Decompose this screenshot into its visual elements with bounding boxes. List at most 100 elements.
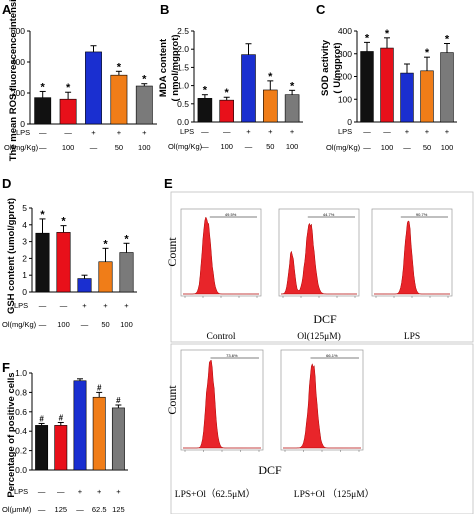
panel-f: F Percentage of positive cells 0.0 0.2 0.4… xyxy=(2,360,128,514)
flow-sample-label: LPS xyxy=(404,332,420,342)
bar xyxy=(92,396,106,471)
flow-box-top xyxy=(170,191,474,343)
ol-cell: 50 xyxy=(101,320,109,329)
y-tick-label: 3 xyxy=(22,237,27,247)
ylabel-c: SOD activity xyxy=(320,39,331,96)
significance-mark: # xyxy=(116,396,121,405)
lps-cell: + xyxy=(117,128,122,137)
significance-mark: # xyxy=(59,413,64,422)
lps-row-label: LPS xyxy=(338,127,352,136)
lps-cell: — xyxy=(39,301,47,310)
ol-cell: 100 xyxy=(441,143,454,152)
bar xyxy=(440,52,454,123)
ylabel-b: MDA content xyxy=(158,38,169,97)
ol-row-label: Ol(mg/Kg) xyxy=(168,142,203,151)
lps-cell: — xyxy=(201,127,209,136)
panel-c: C SOD activity ( U/mgprot) 0 100 200 300 400… xyxy=(316,2,457,152)
bar xyxy=(77,278,92,293)
lps-cell: + xyxy=(116,487,121,496)
significance-mark: * xyxy=(385,28,390,40)
flow-row-bottom: 73.6% LPS+Ol（62.5μM） 66.1% LPS+Ol （125μM） xyxy=(175,349,374,500)
bar xyxy=(110,74,128,125)
lps-cell: + xyxy=(124,301,129,310)
y-tick-label: 0.0 xyxy=(177,117,189,127)
ol-cell: — xyxy=(39,320,47,329)
bar xyxy=(85,51,102,125)
lps-cell: + xyxy=(82,301,87,310)
significance-mark: * xyxy=(365,32,370,44)
lps-cell: — xyxy=(57,487,65,496)
significance-mark: # xyxy=(39,414,44,423)
panel-e: E Count DCF 49.5% Control 44.7% Ol(125μM) 90… xyxy=(164,176,474,514)
lps-cell: + xyxy=(91,128,96,137)
significance-mark: * xyxy=(40,209,45,221)
lps-cell: + xyxy=(142,128,147,137)
flow-sample-label: Ol(125μM) xyxy=(297,331,341,342)
panel-letter-f: F xyxy=(2,360,10,375)
bar xyxy=(59,98,77,125)
lps-cell: + xyxy=(290,127,295,136)
lps-cell: + xyxy=(97,487,102,496)
y-tick-label: 0.8 xyxy=(15,387,27,397)
flow-sample-label: LPS+Ol （125μM） xyxy=(294,488,374,500)
significance-mark: * xyxy=(290,80,295,92)
bar xyxy=(111,407,125,471)
y-tick-label: 300 xyxy=(338,49,352,59)
lps-row-label: LPS xyxy=(180,127,194,136)
lps-row-label: LPS xyxy=(16,128,30,137)
histogram xyxy=(183,216,259,295)
panel-letter-e: E xyxy=(164,176,173,191)
ol-cell: 125 xyxy=(112,505,125,514)
y-tick-label: 0 xyxy=(347,117,352,127)
ol-cell: — xyxy=(39,143,47,152)
ol-cell: — xyxy=(38,505,46,514)
bar xyxy=(35,425,49,471)
lps-cell: + xyxy=(103,301,108,310)
y-tick-label: 400 xyxy=(11,57,25,67)
bar xyxy=(380,47,394,123)
y-tick-label: 100 xyxy=(338,94,352,104)
significance-mark: * xyxy=(225,87,230,99)
ylabel-b-unit: ( nmol/mgprot) xyxy=(170,34,181,101)
panel-letter-d: D xyxy=(2,176,11,191)
gate-percent: 90.7% xyxy=(416,212,428,217)
histogram-frame xyxy=(180,208,262,297)
ylabel-c-unit: ( U/mgprot) xyxy=(332,42,343,93)
y-tick-label: 2.5 xyxy=(177,26,189,36)
bar xyxy=(197,98,213,123)
bar xyxy=(73,380,87,471)
y-tick-label: 1 xyxy=(22,270,27,280)
y-tick-label: 1.5 xyxy=(177,62,189,72)
significance-mark: # xyxy=(97,383,102,392)
ol-cell: — xyxy=(90,143,98,152)
gate-percent: 66.1% xyxy=(326,353,338,358)
y-tick-label: 2 xyxy=(22,253,27,263)
ol-cell: 100 xyxy=(57,320,70,329)
lps-cell: — xyxy=(64,128,72,137)
y-tick-label: 0 xyxy=(20,119,25,129)
ol-row-label: Ol(mg/Kg) xyxy=(326,143,361,152)
flow-sample-label: LPS+Ol（62.5μM） xyxy=(175,488,255,500)
y-tick-label: 400 xyxy=(338,26,352,36)
plot-b: 0.0 0.5 1.0 1.5 2.0 2.5 * * * * xyxy=(177,26,303,127)
gate-percent: 73.6% xyxy=(226,353,238,358)
panel-b: B MDA content ( nmol/mgprot) 0.0 0.5 1.0 1.… xyxy=(158,2,303,151)
lps-cell: — xyxy=(60,301,68,310)
bar xyxy=(54,425,68,471)
histogram xyxy=(374,220,450,295)
y-tick-label: 600 xyxy=(11,26,25,36)
histogram xyxy=(280,222,357,295)
ol-cell: 50 xyxy=(266,142,274,151)
count-label-bottom: Count xyxy=(165,385,179,415)
plot-c: 0 100 200 300 400 * * * * xyxy=(338,26,457,127)
lps-cell: — xyxy=(363,127,371,136)
dcf-label-top: DCF xyxy=(313,312,337,326)
y-tick-label: 0.5 xyxy=(177,99,189,109)
lps-cell: + xyxy=(268,127,273,136)
panel-letter-a: A xyxy=(2,2,12,17)
panel-letter-b: B xyxy=(160,2,169,17)
